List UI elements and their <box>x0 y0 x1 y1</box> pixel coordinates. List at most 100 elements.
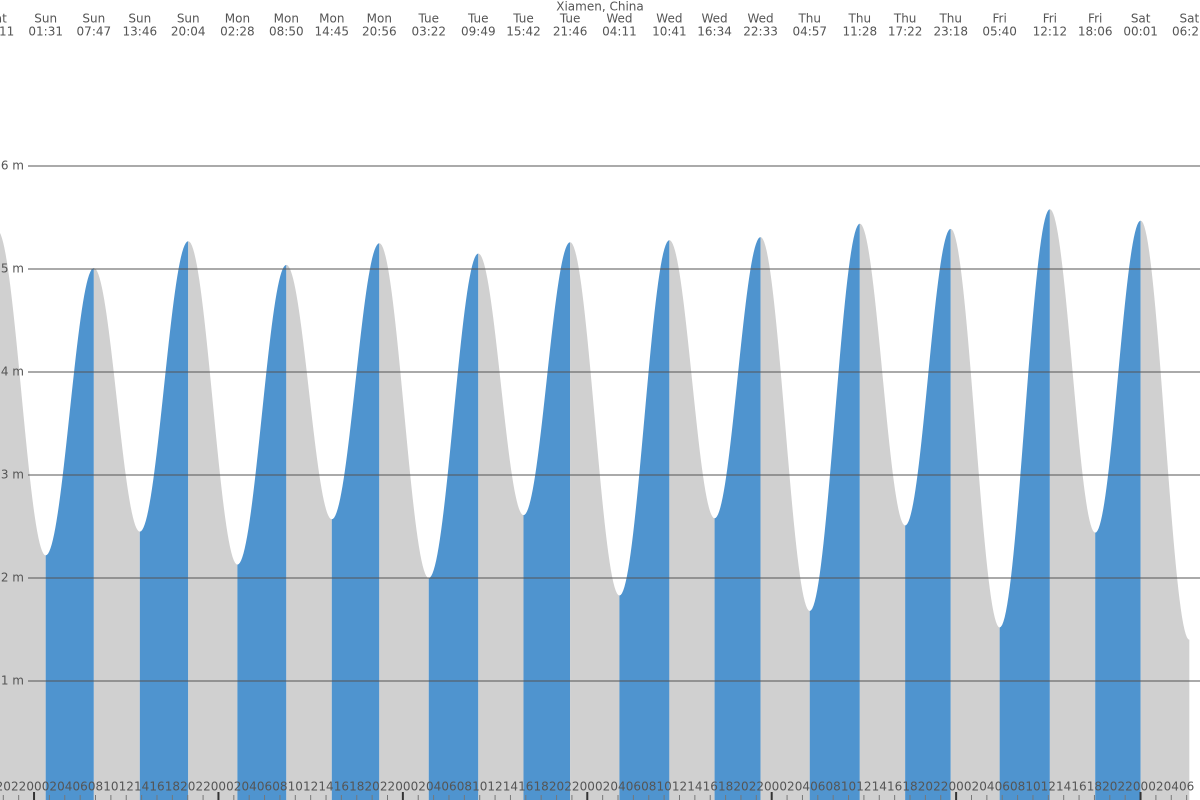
extreme-day: Sat <box>1179 12 1199 26</box>
extreme-day: Thu <box>893 12 917 26</box>
extreme-time: 04:57 <box>792 25 827 39</box>
hour-label: 10 <box>1025 780 1040 794</box>
falling-tide <box>93 267 140 800</box>
hour-label: 08 <box>826 780 841 794</box>
hour-label: 18 <box>534 780 549 794</box>
hour-label: 18 <box>349 780 364 794</box>
extreme-day: Sat <box>1131 12 1151 26</box>
extreme-day: Tue <box>512 12 534 26</box>
extreme-time: 07:47 <box>77 25 112 39</box>
extreme-time: 19:11 <box>0 25 14 39</box>
extreme-time: 18:06 <box>1078 25 1113 39</box>
hour-label: 18 <box>1087 780 1102 794</box>
hour-label: 06 <box>257 780 272 794</box>
hour-label: 12 <box>672 780 687 794</box>
falling-tide <box>0 232 46 800</box>
hour-label: 02 <box>964 780 979 794</box>
falling-tide <box>478 253 524 800</box>
extreme-day: Sun <box>128 12 151 26</box>
hour-label: 02 <box>779 780 794 794</box>
hour-label: 08 <box>272 780 287 794</box>
rising-tide <box>714 237 761 800</box>
extreme-time: 20:04 <box>171 25 206 39</box>
hour-label: 10 <box>288 780 303 794</box>
extreme-time: 04:11 <box>602 25 637 39</box>
hour-label: 14 <box>687 780 702 794</box>
hour-label: 22 <box>749 780 764 794</box>
hour-label: 00 <box>764 780 779 794</box>
extreme-day: Fri <box>993 12 1007 26</box>
hour-label: 04 <box>795 780 810 794</box>
extreme-time: 13:46 <box>123 25 158 39</box>
extreme-day: Tue <box>467 12 489 26</box>
extreme-time: 23:18 <box>933 25 968 39</box>
falling-tide <box>286 264 332 800</box>
extreme-day: Sun <box>82 12 105 26</box>
extreme-time: 08:50 <box>269 25 304 39</box>
extreme-day: Mon <box>367 12 392 26</box>
hour-label: 06 <box>1179 780 1194 794</box>
hour-label: 00 <box>580 780 595 794</box>
hour-label: 20 <box>1102 780 1117 794</box>
hour-label: 08 <box>88 780 103 794</box>
extreme-day: Mon <box>274 12 299 26</box>
rising-tide <box>1095 220 1141 800</box>
hour-label: 04 <box>57 780 72 794</box>
extreme-day: Mon <box>225 12 250 26</box>
hour-label: 16 <box>518 780 533 794</box>
y-tick-label: 3 m <box>1 468 24 482</box>
hour-label: 00 <box>1133 780 1148 794</box>
chart-title: Xiamen, China <box>556 0 644 14</box>
hour-label: 18 <box>718 780 733 794</box>
rising-tide <box>619 240 670 800</box>
hour-label: 02 <box>595 780 610 794</box>
hour-label: 16 <box>149 780 164 794</box>
hour-label: 14 <box>134 780 149 794</box>
rising-tide <box>999 209 1050 800</box>
hour-label: 20 <box>918 780 933 794</box>
hour-label: 02 <box>226 780 241 794</box>
hour-label: 08 <box>641 780 656 794</box>
hour-label: 16 <box>703 780 718 794</box>
hour-label: 22 <box>933 780 948 794</box>
hour-label: 06 <box>73 780 88 794</box>
extreme-day: Fri <box>1043 12 1057 26</box>
falling-tide <box>669 240 715 800</box>
rising-tide <box>523 242 571 800</box>
hour-label: 10 <box>656 780 671 794</box>
hour-label: 18 <box>902 780 917 794</box>
extreme-time: 14:45 <box>314 25 349 39</box>
hour-label: 14 <box>872 780 887 794</box>
hour-label: 04 <box>1164 780 1179 794</box>
extreme-time: 11:28 <box>843 25 878 39</box>
hour-label: 16 <box>1071 780 1086 794</box>
rising-tide <box>809 223 860 800</box>
rising-tide <box>428 253 479 800</box>
hour-label: 18 <box>165 780 180 794</box>
falling-tide <box>570 242 620 800</box>
hour-label: 12 <box>1041 780 1056 794</box>
rising-tide <box>45 267 94 800</box>
y-tick-label: 2 m <box>1 571 24 585</box>
hour-label: 16 <box>334 780 349 794</box>
hour-label: 20 <box>180 780 195 794</box>
y-tick-label: 1 m <box>1 674 24 688</box>
extreme-day: Wed <box>701 12 727 26</box>
hour-label: 14 <box>318 780 333 794</box>
rising-tide <box>331 243 380 800</box>
extreme-time: 16:34 <box>697 25 732 39</box>
falling-tide <box>1049 209 1096 800</box>
grid <box>28 165 1200 682</box>
extreme-day: Sat <box>0 12 7 26</box>
extreme-day: Tue <box>559 12 581 26</box>
y-tick-label: 4 m <box>1 365 24 379</box>
extreme-time: 06:21 <box>1172 25 1200 39</box>
extreme-time: 02:28 <box>220 25 255 39</box>
hour-label: 10 <box>472 780 487 794</box>
extreme-day: Mon <box>319 12 344 26</box>
hour-label: 22 <box>380 780 395 794</box>
extreme-day: Wed <box>656 12 682 26</box>
hour-label: 02 <box>411 780 426 794</box>
hour-label: 02 <box>1148 780 1163 794</box>
